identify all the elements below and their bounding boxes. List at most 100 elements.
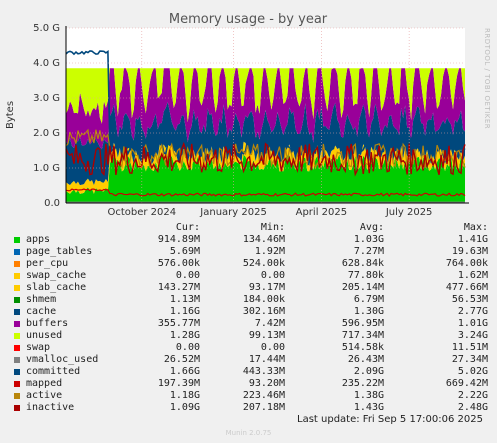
legend-cur: 0.00 (175, 270, 200, 281)
legend-avg: 26.43M (347, 354, 384, 365)
y-tick-label: 1.0 G (33, 163, 60, 174)
area-unused (66, 68, 465, 124)
legend-avg: 514.58k (341, 342, 384, 353)
legend-avg: 628.84k (341, 258, 384, 269)
legend-cur: 1.66G (169, 366, 200, 377)
legend-avg: 596.95M (341, 318, 384, 329)
legend-max: 5.02G (457, 366, 488, 377)
legend-cur: 576.00k (157, 258, 200, 269)
legend-swatch (14, 321, 20, 327)
legend-row-inactive: inactive 1.09G 207.18M 1.43G 2.48G (0, 402, 497, 414)
y-tick-label: 2.0 G (33, 128, 60, 139)
legend-swatch (14, 381, 20, 387)
legend-min: 1.92M (254, 246, 285, 257)
legend-max: 669.42M (445, 378, 488, 389)
legend-swatch (14, 309, 20, 315)
legend-avg: 1.38G (353, 390, 384, 401)
legend-min: 524.00k (242, 258, 285, 269)
legend-avg: 235.22M (341, 378, 384, 389)
legend-swatch (14, 333, 20, 339)
legend-swatch (14, 393, 20, 399)
legend-avg: 1.30G (353, 306, 384, 317)
y-tick-label: 3.0 G (33, 93, 60, 104)
legend-name: apps (26, 234, 51, 245)
legend-header-max: Max: (463, 222, 488, 233)
y-tick-label: 0.0 (44, 198, 60, 209)
legend-min: 7.42M (254, 318, 285, 329)
legend-avg: 1.03G (353, 234, 384, 245)
legend-avg: 205.14M (341, 282, 384, 293)
legend-cur: 1.18G (169, 390, 200, 401)
legend-cur: 355.77M (157, 318, 200, 329)
chart-title: Memory usage - by year (169, 12, 328, 27)
legend-max: 11.51M (451, 342, 488, 353)
x-tick-label: January 2025 (199, 207, 267, 218)
legend-max: 3.24G (457, 330, 488, 341)
legend-max: 27.34M (451, 354, 488, 365)
legend-min: 443.33M (242, 366, 285, 377)
x-tick-label: October 2024 (107, 207, 176, 218)
munin-version: Munin 2.0.75 (225, 429, 272, 437)
x-tick-label: April 2025 (296, 207, 347, 218)
legend-name: shmem (26, 294, 57, 305)
area-apps (66, 154, 465, 203)
legend-min: 134.46M (242, 234, 285, 245)
legend-min: 302.16M (242, 306, 285, 317)
legend-name: cache (26, 306, 57, 317)
legend-min: 184.00k (242, 294, 285, 305)
legend-name: swap_cache (26, 270, 87, 281)
legend-swatch (14, 237, 20, 243)
y-tick-label: 5.0 G (33, 23, 60, 34)
legend-name: buffers (26, 318, 69, 329)
legend-avg: 7.27M (353, 246, 384, 257)
legend-row-swap: swap 0.00 0.00 514.58k 11.51M (0, 342, 497, 354)
legend-cur: 5.69M (169, 246, 200, 257)
legend-cur: 197.39M (157, 378, 200, 389)
legend-swatch (14, 297, 20, 303)
legend-row-vmalloc-used: vmalloc_used 26.52M 17.44M 26.43M 27.34M (0, 354, 497, 366)
legend-min: 0.00 (260, 270, 285, 281)
legend-row-shmem: shmem 1.13M 184.00k 6.79M 56.53M (0, 294, 497, 306)
legend-row-slab-cache: slab_cache 143.27M 93.17M 205.14M 477.66M (0, 282, 497, 294)
legend-swatch (14, 405, 20, 411)
legend-swatch (14, 261, 20, 267)
legend-min: 207.18M (242, 402, 285, 413)
y-axis-label: Bytes (5, 101, 16, 129)
line-inactive (65, 141, 466, 177)
legend-row-apps: apps 914.89M 134.46M 1.03G 1.41G (0, 234, 497, 246)
legend-max: 56.53M (451, 294, 488, 305)
area-buffers (66, 68, 465, 150)
legend-name: page_tables (26, 246, 93, 257)
legend-min: 17.44M (248, 354, 285, 365)
legend-min: 0.00 (260, 342, 285, 353)
legend-cur: 1.13M (169, 294, 200, 305)
legend-max: 2.48G (457, 402, 488, 413)
legend-row-swap-cache: swap_cache 0.00 0.00 77.80k 1.62M (0, 270, 497, 282)
legend-max: 2.77G (457, 306, 488, 317)
legend-max: 764.00k (445, 258, 488, 269)
legend-name: swap (26, 342, 51, 353)
legend-cur: 1.16G (169, 306, 200, 317)
legend-header-avg: Avg: (359, 222, 384, 233)
legend-min: 99.13M (248, 330, 285, 341)
legend-min: 93.20M (248, 378, 285, 389)
legend-max: 1.01G (457, 318, 488, 329)
legend-max: 477.66M (445, 282, 488, 293)
legend-name: committed (26, 366, 81, 377)
legend-name: vmalloc_used (26, 354, 99, 365)
legend-header: Cur: Min: Avg: Max: (0, 222, 497, 234)
legend-avg: 77.80k (347, 270, 384, 281)
legend-row-cache: cache 1.16G 302.16M 1.30G 2.77G (0, 306, 497, 318)
legend-min: 93.17M (248, 282, 285, 293)
y-tick-label: 4.0 G (33, 58, 60, 69)
legend-cur: 0.00 (175, 342, 200, 353)
rrdtool-credit: RRDTOOL / TOBI OETIKER (483, 28, 491, 129)
legend-swatch (14, 369, 20, 375)
legend-row-page-tables: page_tables 5.69M 1.92M 7.27M 19.63M (0, 246, 497, 258)
line-mapped (65, 188, 466, 197)
legend-swatch (14, 357, 20, 363)
legend-max: 1.62M (457, 270, 488, 281)
legend-cur: 914.89M (157, 234, 200, 245)
legend-swatch (14, 285, 20, 291)
legend-cur: 26.52M (163, 354, 200, 365)
